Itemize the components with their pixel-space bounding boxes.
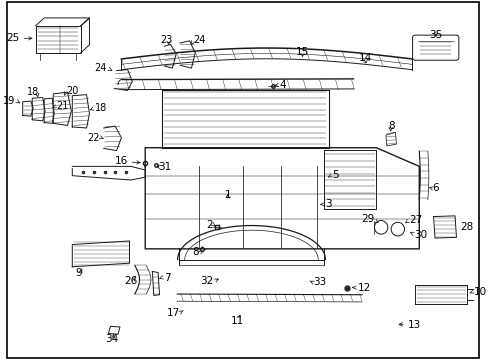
Text: 18: 18: [95, 103, 107, 113]
Text: 5: 5: [332, 170, 339, 180]
Text: 24: 24: [192, 35, 205, 45]
Text: 21: 21: [56, 102, 68, 112]
Text: 27: 27: [409, 215, 422, 225]
Text: 8: 8: [192, 247, 199, 257]
Text: 25: 25: [7, 33, 20, 43]
Text: 32: 32: [200, 276, 213, 286]
Text: 24: 24: [95, 63, 107, 73]
Text: 22: 22: [87, 133, 100, 143]
Text: 18: 18: [27, 87, 39, 97]
Text: 28: 28: [459, 222, 472, 232]
Text: 35: 35: [428, 30, 442, 40]
Text: 13: 13: [407, 320, 420, 330]
Text: 10: 10: [473, 287, 486, 297]
Text: 23: 23: [160, 35, 172, 45]
Text: 3: 3: [324, 199, 331, 210]
Text: 29: 29: [360, 215, 373, 224]
Text: 2: 2: [206, 220, 213, 230]
Text: 12: 12: [357, 283, 370, 293]
Text: 4: 4: [279, 80, 285, 90]
Text: 6: 6: [432, 183, 438, 193]
Text: 31: 31: [158, 162, 171, 172]
Text: 11: 11: [230, 316, 244, 325]
Text: 8: 8: [387, 121, 394, 131]
Text: 1: 1: [224, 190, 230, 200]
Text: 15: 15: [295, 46, 308, 57]
Text: 9: 9: [75, 267, 81, 278]
Text: 20: 20: [66, 86, 78, 96]
Text: 30: 30: [414, 230, 427, 239]
Text: 17: 17: [166, 308, 180, 318]
Text: 26: 26: [124, 276, 137, 286]
Text: 34: 34: [105, 333, 118, 343]
Text: 19: 19: [3, 96, 15, 106]
Text: 16: 16: [114, 156, 127, 166]
Text: 33: 33: [313, 277, 326, 287]
Text: 7: 7: [164, 273, 170, 283]
Text: 14: 14: [359, 53, 372, 63]
